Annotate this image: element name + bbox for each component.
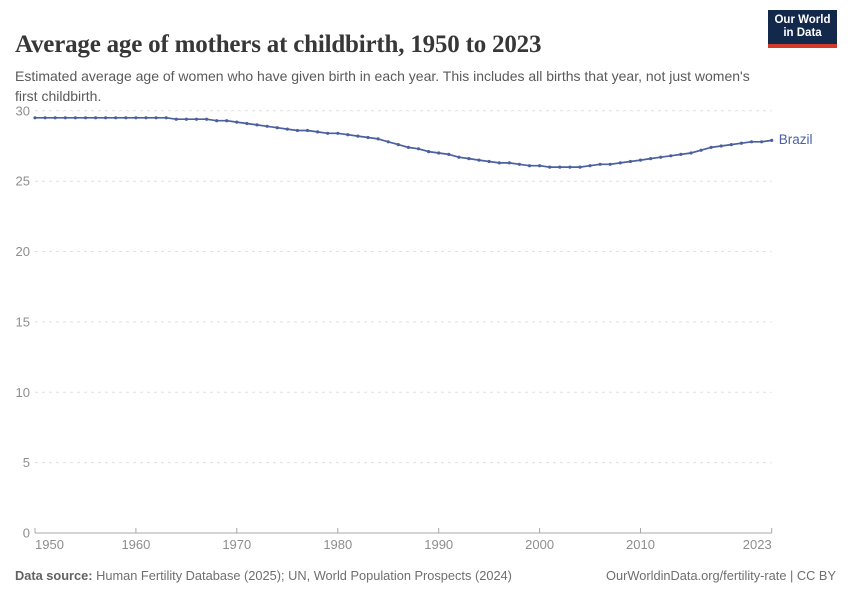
svg-text:1960: 1960 xyxy=(121,537,150,552)
owid-logo: Our World in Data xyxy=(768,10,837,48)
data-source-text: Data source: Human Fertility Database (2… xyxy=(15,568,512,584)
owid-logo-line2: in Data xyxy=(783,27,822,39)
data-source-label: Data source: xyxy=(15,568,93,583)
svg-text:1970: 1970 xyxy=(222,537,251,552)
svg-text:10: 10 xyxy=(16,385,30,400)
series-label-brazil[interactable]: Brazil xyxy=(778,132,813,148)
svg-text:0: 0 xyxy=(23,526,30,541)
svg-text:1990: 1990 xyxy=(424,537,453,552)
svg-text:30: 30 xyxy=(16,103,30,118)
svg-text:1980: 1980 xyxy=(323,537,352,552)
svg-text:2010: 2010 xyxy=(626,537,655,552)
chart-subtitle: Estimated average age of women who have … xyxy=(15,68,750,104)
chart-footer: Data source: Human Fertility Database (2… xyxy=(15,568,836,584)
chart-title: Average age of mothers at childbirth, 19… xyxy=(15,30,542,58)
svg-text:2000: 2000 xyxy=(525,537,554,552)
svg-text:2023: 2023 xyxy=(743,537,772,552)
svg-text:1950: 1950 xyxy=(35,537,64,552)
svg-text:15: 15 xyxy=(16,314,30,329)
owid-logo-line1: Our World xyxy=(774,13,831,26)
data-source-value: Human Fertility Database (2025); UN, Wor… xyxy=(92,568,512,583)
svg-text:5: 5 xyxy=(23,455,30,470)
svg-text:25: 25 xyxy=(16,174,30,189)
credit-link[interactable]: OurWorldinData.org/fertility-rate | CC B… xyxy=(606,568,836,583)
svg-text:20: 20 xyxy=(16,244,30,259)
